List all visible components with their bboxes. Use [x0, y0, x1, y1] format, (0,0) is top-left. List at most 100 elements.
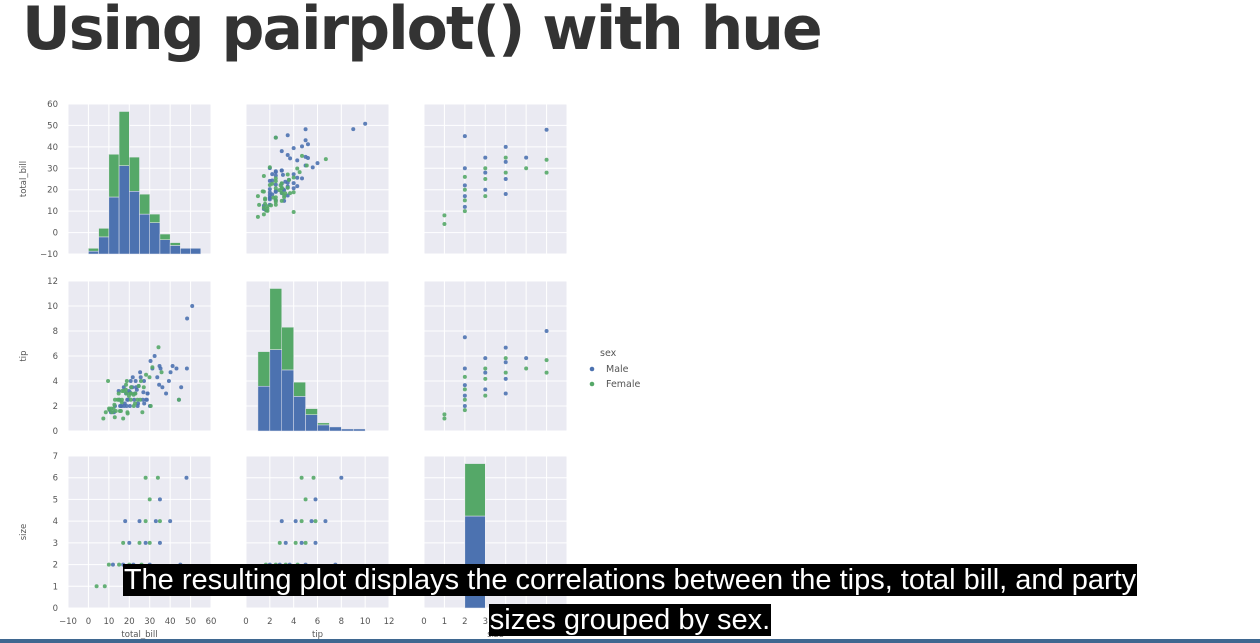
hist-bar-female-total_bill	[88, 248, 99, 252]
hist-bar-female-total_bill	[129, 156, 140, 192]
y-tick-label-tip: 2	[53, 402, 58, 412]
y-tick-label-tip: 12	[47, 277, 58, 287]
scatter-point-male	[323, 519, 328, 524]
bottom-accent-bar	[0, 639, 1260, 643]
scatter-point-male	[110, 562, 115, 567]
scatter-point-female	[133, 401, 138, 406]
scatter-point-male	[544, 127, 549, 132]
scatter-point-female	[138, 397, 143, 402]
scatter-point-male	[132, 397, 137, 402]
x-axis-label-total_bill: total_bill	[121, 630, 157, 640]
scatter-point-female	[462, 408, 467, 413]
scatter-point-female	[503, 170, 508, 175]
scatter-point-female	[544, 370, 549, 375]
scatter-point-female	[155, 475, 160, 480]
hist-bar-male-total_bill	[190, 248, 202, 255]
x-tick-label-size: 0	[421, 617, 426, 627]
scatter-point-female	[273, 135, 278, 140]
panel-total_bill-vs-size	[424, 104, 567, 254]
x-tick-label-tip: 12	[384, 617, 395, 627]
x-tick-label-size: 2	[462, 617, 467, 627]
scatter-point-female	[462, 397, 467, 402]
y-tick-label-size: 4	[53, 517, 58, 527]
scatter-point-male	[144, 397, 149, 402]
scatter-point-male	[503, 159, 508, 164]
scatter-point-female	[285, 172, 290, 177]
scatter-point-female	[285, 185, 290, 190]
scatter-point-male	[174, 366, 179, 371]
scatter-point-female	[147, 540, 152, 545]
legend-label-male: Male	[606, 364, 629, 375]
scatter-point-male	[279, 149, 284, 154]
scatter-point-male	[303, 138, 308, 143]
scatter-point-female	[299, 475, 304, 480]
scatter-point-male	[503, 360, 508, 365]
scatter-point-female	[273, 202, 278, 207]
scatter-point-female	[277, 540, 282, 545]
y-tick-label-total_bill: 10	[47, 207, 58, 217]
scatter-point-male	[127, 404, 132, 408]
scatter-point-female	[117, 562, 122, 567]
y-tick-label-tip: 6	[53, 352, 58, 362]
scatter-point-male	[462, 335, 467, 340]
scatter-point-male	[160, 385, 165, 390]
y-axis-label-total_bill: total_bill	[19, 161, 29, 197]
scatter-point-male	[303, 127, 308, 132]
scatter-point-male	[279, 168, 284, 173]
scatter-point-male	[483, 387, 488, 392]
y-tick-label-size: 2	[53, 561, 58, 571]
scatter-point-male	[313, 497, 318, 502]
x-tick-label-total_bill: 40	[165, 617, 176, 627]
scatter-point-male	[157, 540, 162, 545]
hist-bar-female-tip	[305, 408, 318, 415]
scatter-point-male	[295, 184, 300, 189]
y-tick-label-total_bill: 0	[53, 229, 58, 239]
scatter-point-female	[442, 213, 447, 218]
hist-bar-female-tip	[269, 288, 283, 350]
scatter-point-male	[544, 329, 549, 333]
hist-bar-male-total_bill	[88, 250, 99, 255]
scatter-point-female	[260, 189, 265, 194]
scatter-point-male	[291, 186, 296, 191]
scatter-point-female	[273, 179, 278, 184]
scatter-point-female	[140, 410, 145, 415]
scatter-point-female	[103, 410, 108, 415]
y-tick-label-tip: 8	[53, 327, 58, 337]
y-tick-label-tip: 10	[47, 302, 58, 312]
scatter-point-male	[138, 370, 143, 375]
scatter-point-male	[291, 172, 296, 177]
scatter-point-male	[190, 304, 195, 308]
scatter-point-female	[311, 475, 316, 480]
scatter-point-female	[483, 376, 488, 381]
scatter-point-male	[462, 194, 467, 199]
x-tick-label-total_bill: −10	[59, 617, 77, 627]
x-tick-label-total_bill: 60	[206, 617, 217, 627]
x-tick-label-tip: 10	[360, 617, 371, 627]
y-tick-label-size: 7	[53, 452, 58, 462]
scatter-point-female	[101, 416, 106, 421]
hist-bar-female-tip	[293, 381, 306, 397]
scatter-point-male	[270, 172, 275, 177]
scatter-point-male	[524, 155, 529, 160]
hist-bar-male-tip	[329, 426, 342, 432]
scatter-point-female	[148, 404, 153, 408]
scatter-point-female	[118, 409, 123, 413]
scatter-point-female	[143, 519, 148, 524]
scatter-point-female	[462, 209, 467, 214]
scatter-point-female	[297, 170, 302, 175]
scatter-point-female	[442, 222, 447, 226]
hist-bar-male-total_bill	[169, 245, 181, 255]
scatter-point-female	[265, 208, 270, 213]
scatter-point-female	[267, 165, 272, 170]
scatter-point-female	[257, 202, 262, 207]
scatter-point-female	[102, 584, 107, 589]
scatter-point-female	[106, 562, 111, 567]
scatter-point-male	[184, 366, 189, 371]
hist-bar-male-total_bill	[149, 222, 161, 255]
scatter-point-female	[129, 385, 134, 390]
x-tick-label-tip: 6	[315, 617, 320, 627]
caption: The resulting plot displays the correlat…	[0, 560, 1260, 640]
scatter-point-female	[303, 497, 308, 502]
scatter-point-male	[166, 379, 171, 383]
scatter-point-female	[278, 183, 283, 188]
